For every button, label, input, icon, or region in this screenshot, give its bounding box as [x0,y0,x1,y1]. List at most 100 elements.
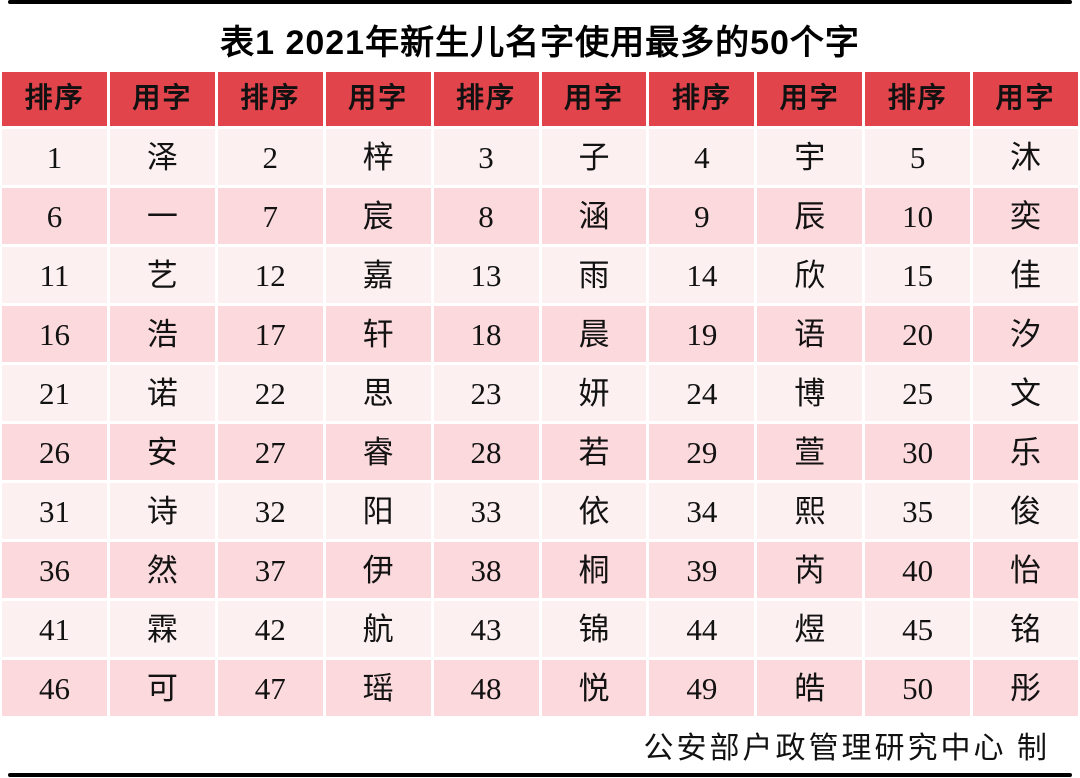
char-cell: 涵 [541,188,647,244]
char-cell: 子 [541,129,647,185]
rank-cell: 31 [2,483,107,539]
rank-cell: 17 [217,306,323,362]
char-cell: 奕 [973,188,1078,244]
char-cell: 航 [325,601,431,657]
rank-cell: 8 [433,188,539,244]
rank-cell: 11 [2,247,107,303]
rank-cell: 43 [433,601,539,657]
char-cell: 雨 [541,247,647,303]
title-row: 表1 2021年新生儿名字使用最多的50个字 [0,0,1080,72]
rank-cell: 33 [433,483,539,539]
char-cell: 宸 [325,188,431,244]
header-cell: 用字 [325,72,431,126]
rank-cell: 34 [649,483,755,539]
char-cell: 一 [109,188,215,244]
char-cell: 思 [325,365,431,421]
char-cell: 阳 [325,483,431,539]
char-cell: 辰 [757,188,863,244]
header-cell: 排序 [649,72,755,126]
char-cell: 芮 [757,542,863,598]
char-cell: 诗 [109,483,215,539]
rank-cell: 5 [865,129,971,185]
rank-cell: 30 [865,424,971,480]
rank-cell: 23 [433,365,539,421]
char-cell: 俊 [973,483,1078,539]
rank-cell: 22 [217,365,323,421]
char-cell: 怡 [973,542,1078,598]
rank-cell: 37 [217,542,323,598]
char-cell: 可 [109,660,215,716]
rank-cell: 20 [865,306,971,362]
char-cell: 轩 [325,306,431,362]
rank-cell: 9 [649,188,755,244]
char-cell: 乐 [973,424,1078,480]
rank-cell: 36 [2,542,107,598]
char-cell: 伊 [325,542,431,598]
rank-cell: 12 [217,247,323,303]
char-cell: 皓 [757,660,863,716]
rank-cell: 44 [649,601,755,657]
char-cell: 铭 [973,601,1078,657]
char-cell: 悦 [541,660,647,716]
footer-row: 公安部户政管理研究中心 制 [0,716,1080,773]
rank-cell: 49 [649,660,755,716]
char-cell: 瑶 [325,660,431,716]
rank-cell: 7 [217,188,323,244]
rank-cell: 13 [433,247,539,303]
char-cell: 然 [109,542,215,598]
char-cell: 桐 [541,542,647,598]
rank-cell: 16 [2,306,107,362]
char-cell: 泽 [109,129,215,185]
rank-cell: 29 [649,424,755,480]
rank-cell: 27 [217,424,323,480]
rank-cell: 24 [649,365,755,421]
baby-names-table: 排序 用字 排序 用字 排序 用字 排序 用字 排序 用字 1 泽 2 梓 3 子 4 宇 5 沐 6 一 7 宸 8 涵 9 辰 10… [2,72,1078,716]
char-cell: 霖 [109,601,215,657]
char-cell: 锦 [541,601,647,657]
rank-cell: 45 [865,601,971,657]
header-cell: 排序 [2,72,107,126]
rank-cell: 3 [433,129,539,185]
char-cell: 文 [973,365,1078,421]
rank-cell: 48 [433,660,539,716]
char-cell: 安 [109,424,215,480]
header-cell: 用字 [757,72,863,126]
header-cell: 排序 [865,72,971,126]
rank-cell: 25 [865,365,971,421]
rank-cell: 38 [433,542,539,598]
char-cell: 语 [757,306,863,362]
rank-cell: 26 [2,424,107,480]
header-cell: 用字 [109,72,215,126]
char-cell: 睿 [325,424,431,480]
char-cell: 艺 [109,247,215,303]
rank-cell: 4 [649,129,755,185]
rank-cell: 35 [865,483,971,539]
char-cell: 宇 [757,129,863,185]
rank-cell: 1 [2,129,107,185]
rank-cell: 2 [217,129,323,185]
rank-cell: 19 [649,306,755,362]
char-cell: 萱 [757,424,863,480]
rank-cell: 6 [2,188,107,244]
char-cell: 彤 [973,660,1078,716]
rank-cell: 40 [865,542,971,598]
char-cell: 汐 [973,306,1078,362]
char-cell: 沐 [973,129,1078,185]
char-cell: 煜 [757,601,863,657]
rank-cell: 14 [649,247,755,303]
rank-cell: 42 [217,601,323,657]
char-cell: 佳 [973,247,1078,303]
rank-cell: 18 [433,306,539,362]
char-cell: 依 [541,483,647,539]
top-border-line [8,0,1072,4]
table-title: 表1 2021年新生儿名字使用最多的50个字 [220,23,860,62]
header-cell: 用字 [541,72,647,126]
rank-cell: 47 [217,660,323,716]
header-cell: 用字 [973,72,1078,126]
rank-cell: 28 [433,424,539,480]
char-cell: 嘉 [325,247,431,303]
rank-cell: 39 [649,542,755,598]
char-cell: 浩 [109,306,215,362]
rank-cell: 10 [865,188,971,244]
header-cell: 排序 [217,72,323,126]
